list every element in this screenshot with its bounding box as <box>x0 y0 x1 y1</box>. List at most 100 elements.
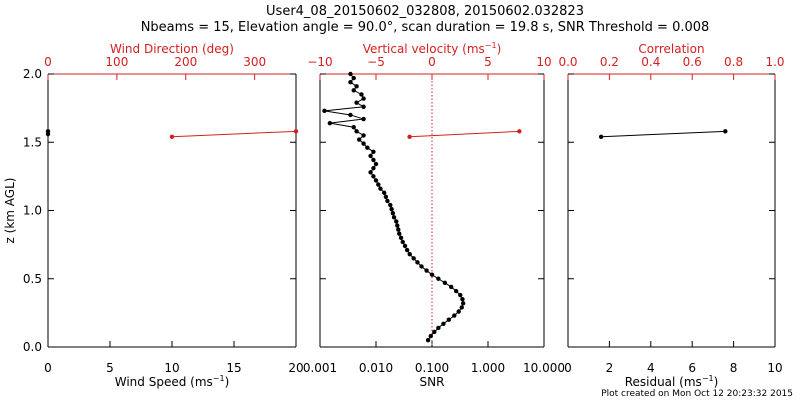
bottom-tick-label: 10 <box>164 361 179 375</box>
data-point <box>361 96 366 101</box>
data-point <box>381 190 387 195</box>
data-point <box>293 129 299 134</box>
chart-title-line2: Nbeams = 15, Elevation angle = 90.0°, sc… <box>141 20 710 35</box>
data-point <box>351 125 356 130</box>
data-point <box>322 108 327 114</box>
data-point <box>419 264 424 269</box>
bottom-tick-label: 2 <box>606 361 614 375</box>
data-point <box>356 137 362 142</box>
y-tick-label: 2.0 <box>23 67 42 81</box>
bottom-tick-label: 0.010 <box>359 361 393 375</box>
data-point <box>517 129 522 134</box>
data-point <box>354 84 359 89</box>
data-point <box>391 215 397 220</box>
data-point <box>383 194 389 200</box>
data-point <box>453 288 459 294</box>
data-point <box>327 120 333 126</box>
data-point <box>456 309 461 314</box>
y-tick-label: 1.5 <box>23 135 42 149</box>
data-point <box>441 321 446 326</box>
bottom-axis-label: Residual (ms−1) <box>625 374 719 389</box>
bottom-tick-label: 5 <box>106 361 114 375</box>
top-tick-label: 0.8 <box>724 55 743 69</box>
data-point <box>361 141 366 146</box>
top-axis-label: Wind Direction (deg) <box>110 42 234 56</box>
data-point <box>425 337 431 343</box>
data-point <box>354 129 359 134</box>
data-point <box>415 260 420 265</box>
data-point <box>371 157 376 163</box>
data-point <box>460 301 466 306</box>
series-line <box>601 130 726 138</box>
top-tick-label: 10 <box>536 55 551 69</box>
top-tick-label: 0.6 <box>683 55 702 69</box>
data-point <box>404 247 410 253</box>
data-point <box>169 134 175 139</box>
bottom-axis-label: SNR <box>420 375 445 389</box>
data-point <box>45 129 51 134</box>
data-point <box>395 223 400 228</box>
data-point <box>398 235 404 240</box>
data-point <box>373 178 379 183</box>
data-point <box>359 92 364 97</box>
data-point <box>376 182 381 187</box>
data-point <box>446 317 452 322</box>
data-point <box>436 325 441 331</box>
data-point <box>385 198 390 204</box>
chart-title-line1: User4_08_20150602_032808, 20150602.03282… <box>266 4 584 19</box>
series-line <box>324 73 464 341</box>
bottom-tick-label: 20 <box>288 361 303 375</box>
data-point <box>397 231 402 236</box>
top-tick-label: −10 <box>307 55 332 69</box>
bottom-tick-label: 10 <box>767 361 782 375</box>
data-point <box>373 161 379 167</box>
data-point <box>368 170 373 175</box>
panel-right: 0 2 4 6 8 10 0.0 0.2 0.4 0.6 0.8 1.0 <box>558 55 784 375</box>
data-point <box>723 129 728 134</box>
top-tick-label: 0.4 <box>641 55 660 69</box>
bottom-tick-label: 6 <box>688 361 696 375</box>
top-axis-label: Correlation <box>638 42 704 56</box>
bottom-tick-label: 4 <box>647 361 655 375</box>
data-point <box>411 256 416 261</box>
y-tick-label: 0.5 <box>23 272 42 286</box>
data-point <box>371 149 376 155</box>
panel-middle: 0.001 0.010 0.100 1.000 10.000 −10 −5 0 5 10 <box>303 55 565 375</box>
data-point <box>436 276 441 281</box>
data-point <box>460 297 465 302</box>
data-point <box>348 71 353 77</box>
data-point <box>368 153 373 159</box>
data-point <box>351 88 356 93</box>
bottom-tick-label: 0 <box>44 361 52 375</box>
data-point <box>351 75 356 81</box>
top-tick-label: 100 <box>105 55 128 69</box>
data-point <box>354 100 359 105</box>
data-point <box>598 134 604 139</box>
data-point <box>371 165 376 171</box>
data-point <box>390 211 396 216</box>
top-tick-label: 200 <box>174 55 197 69</box>
bottom-tick-label: 1.000 <box>471 361 505 375</box>
bottom-tick-label: 0.001 <box>303 361 337 375</box>
data-point <box>442 280 448 286</box>
series-line <box>171 130 297 138</box>
bottom-tick-label: 0 <box>564 361 572 375</box>
data-point <box>402 243 408 249</box>
bottom-tick-label: 0.100 <box>415 361 449 375</box>
data-point <box>396 227 401 232</box>
top-tick-label: 0 <box>428 55 436 69</box>
data-point <box>432 329 437 335</box>
data-point <box>361 133 366 138</box>
data-point <box>348 79 353 85</box>
data-point <box>378 186 383 191</box>
plot-created-footer: Plot created on Mon Oct 12 20:23:32 2015 <box>601 389 793 399</box>
data-point <box>348 112 353 118</box>
bottom-tick-label: 8 <box>730 361 738 375</box>
top-tick-label: 0.0 <box>558 55 577 69</box>
y-axis-label: z (km AGL) <box>3 178 17 244</box>
y-tick-label: 0.0 <box>23 340 42 354</box>
top-tick-label: 0 <box>44 55 52 69</box>
data-point <box>429 272 435 277</box>
